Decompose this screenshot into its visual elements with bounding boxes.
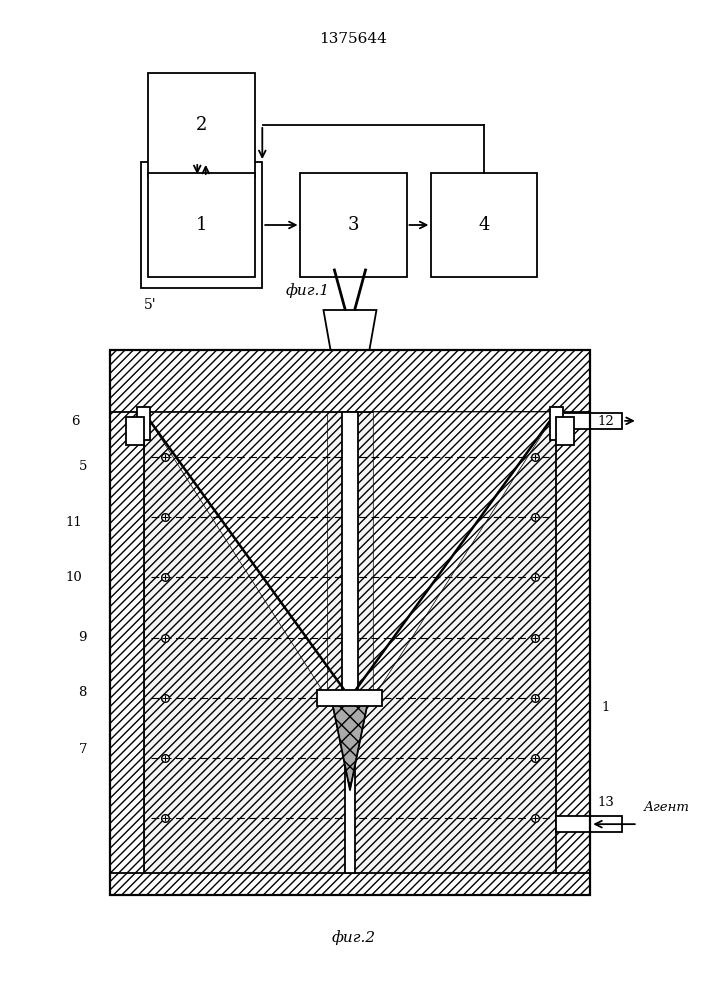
- Bar: [144, 412, 556, 873]
- Bar: [550, 407, 563, 440]
- Bar: [148, 173, 255, 277]
- Text: 13: 13: [597, 796, 614, 810]
- Bar: [556, 350, 590, 895]
- Text: 5: 5: [78, 460, 87, 474]
- Polygon shape: [330, 693, 370, 790]
- Bar: [431, 173, 537, 277]
- Polygon shape: [144, 412, 327, 698]
- Text: 3: 3: [348, 216, 359, 234]
- Text: 8: 8: [78, 686, 87, 699]
- Text: 11: 11: [66, 516, 83, 529]
- Bar: [345, 698, 355, 873]
- Bar: [110, 350, 590, 412]
- Text: Агент: Агент: [643, 801, 689, 814]
- Text: 5': 5': [144, 298, 157, 312]
- Bar: [110, 350, 590, 895]
- Text: 2: 2: [196, 116, 207, 134]
- Text: 6: 6: [71, 415, 80, 428]
- Bar: [556, 417, 574, 445]
- Text: 9: 9: [78, 631, 87, 644]
- Text: 12: 12: [597, 415, 614, 428]
- Bar: [141, 162, 262, 288]
- Bar: [556, 816, 622, 832]
- Text: 10: 10: [66, 571, 83, 584]
- Bar: [110, 350, 144, 895]
- Bar: [126, 417, 144, 445]
- Text: 1: 1: [602, 701, 610, 714]
- Text: фиг.2: фиг.2: [332, 930, 375, 945]
- Polygon shape: [324, 310, 376, 350]
- Bar: [317, 690, 382, 706]
- Bar: [342, 412, 358, 698]
- Text: 7: 7: [78, 743, 87, 756]
- Bar: [110, 873, 590, 895]
- Bar: [556, 413, 622, 429]
- Bar: [148, 73, 255, 177]
- Text: 1: 1: [196, 216, 207, 234]
- Text: 4: 4: [479, 216, 490, 234]
- Polygon shape: [373, 412, 556, 698]
- Text: фиг.1: фиг.1: [286, 283, 329, 298]
- Bar: [300, 173, 407, 277]
- Bar: [137, 407, 150, 440]
- Text: 1375644: 1375644: [320, 32, 387, 46]
- Bar: [144, 412, 556, 873]
